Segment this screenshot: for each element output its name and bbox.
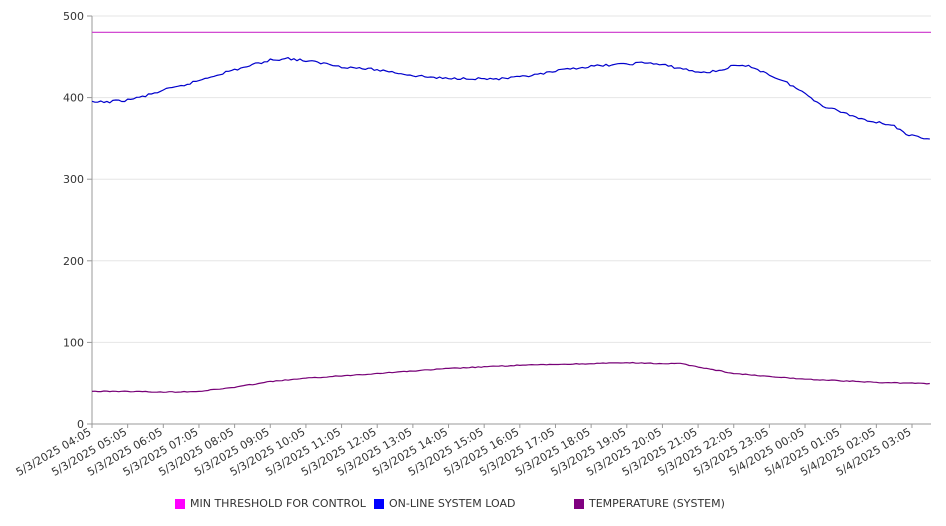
y-tick-label: 300	[63, 173, 84, 186]
legend-label-temperature: TEMPERATURE (SYSTEM)	[589, 497, 725, 510]
legend-item-temperature[interactable]: TEMPERATURE (SYSTEM)	[574, 497, 725, 510]
x-tick-labels: 5/3/2025 04:055/3/2025 05:055/3/2025 06:…	[14, 425, 914, 479]
legend-item-system-load[interactable]: ON-LINE SYSTEM LOAD	[374, 497, 515, 510]
legend-item-min-threshold[interactable]: MIN THRESHOLD FOR CONTROL	[175, 497, 366, 510]
legend-swatch-system-load	[374, 498, 384, 509]
legend-label-min-threshold: MIN THRESHOLD FOR CONTROL	[190, 497, 366, 510]
legend-swatch-temperature	[574, 498, 584, 509]
legend-swatch-min-threshold	[175, 498, 185, 509]
y-tick-label: 0	[77, 418, 84, 431]
y-tick-label: 200	[63, 255, 84, 268]
y-tick-label: 400	[63, 92, 84, 105]
series-lines	[91, 31, 931, 393]
y-tick-labels: 0 100 200 300 400 500	[63, 10, 84, 431]
chart-legend: MIN THRESHOLD FOR CONTROL ON-LINE SYSTEM…	[0, 497, 946, 517]
series-line-2	[91, 361, 930, 393]
axes	[87, 15, 931, 428]
series-line-1	[91, 57, 930, 140]
legend-label-system-load: ON-LINE SYSTEM LOAD	[389, 497, 516, 510]
y-tick-label: 500	[63, 10, 84, 23]
grid-lines	[92, 15, 931, 343]
y-tick-label: 100	[63, 336, 84, 349]
